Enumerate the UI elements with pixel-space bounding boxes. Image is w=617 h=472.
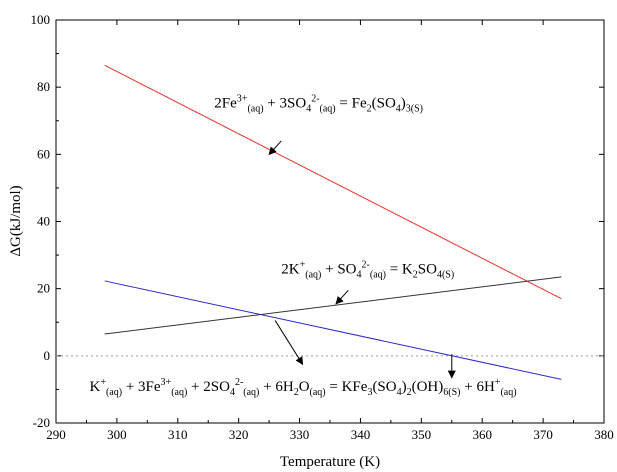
x-tick-label: 310 — [168, 427, 188, 442]
y-tick-label: 0 — [44, 348, 51, 363]
series-line-3 — [104, 280, 562, 380]
axis-tick-labels: 290 300 310 320 330 340 350 360 370 380 -20 0 20 40 60… — [31, 12, 614, 442]
equation-label-3: K+(aq) + 3Fe3+(aq) + 2SO42-(aq) + 6H2O(a… — [89, 377, 516, 398]
y-tick-label: 60 — [37, 146, 50, 161]
series-line-1 — [104, 64, 562, 300]
series-layer — [104, 64, 562, 380]
x-tick-label: 380 — [594, 427, 614, 442]
x-tick-label: 360 — [472, 427, 492, 442]
annotation-layer: 2Fe3+(aq) + 3SO42-(aq) = Fe2(SO4)3(S) 2K+… — [89, 93, 516, 398]
x-tick-label: 320 — [229, 427, 249, 442]
x-axis-title: Temperature (K) — [280, 454, 380, 470]
x-tick-label: 290 — [46, 427, 66, 442]
x-tick-label: 340 — [351, 427, 371, 442]
equation-label-1: 2Fe3+(aq) + 3SO42-(aq) = Fe2(SO4)3(S) — [214, 93, 423, 114]
annotation-arrow — [335, 290, 349, 305]
x-tick-label: 370 — [533, 427, 553, 442]
y-tick-label: 100 — [31, 12, 51, 27]
equation-label-2: 2K+(aq) + SO42-(aq) = K2SO4(S) — [281, 260, 454, 281]
x-tick-label: 300 — [107, 427, 127, 442]
y-axis-title: ΔG(kJ/mol) — [8, 185, 24, 256]
axis-ticks — [55, 19, 605, 424]
y-tick-label: 20 — [37, 281, 50, 296]
x-tick-label: 350 — [412, 427, 432, 442]
y-tick-label: 40 — [37, 214, 50, 229]
x-tick-label: 330 — [290, 427, 310, 442]
y-tick-label: -20 — [33, 415, 50, 430]
series-line-2 — [104, 276, 562, 335]
plot-frame — [55, 19, 605, 424]
y-tick-label: 80 — [37, 79, 50, 94]
annotation-arrow — [268, 140, 282, 156]
annotation-arrow — [274, 320, 304, 366]
